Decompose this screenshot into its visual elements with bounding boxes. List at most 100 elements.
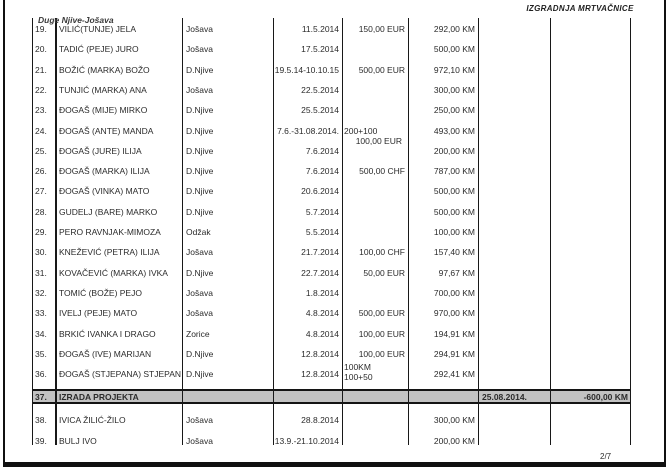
cell-foreign-amount <box>342 106 408 125</box>
cell-amount2 <box>550 416 631 435</box>
cell-foreign-amount: 150,00 EUR <box>358 24 405 34</box>
cell-amount2 <box>550 127 631 146</box>
cell-date2 <box>478 66 550 85</box>
cell-place: Jošava <box>186 44 213 54</box>
cell-date: 4.8.2014 <box>305 308 339 318</box>
cell-place: Jošava <box>186 415 213 425</box>
cell-row-number: 33. <box>35 308 47 318</box>
cell-name: ĐOGAŠ (JURE) ILIJA <box>59 146 142 156</box>
cell-row-number: 39. <box>35 436 47 446</box>
cell-place: D.Njive <box>186 166 214 176</box>
table-column-line <box>32 18 33 445</box>
cell-foreign-amount <box>342 416 408 435</box>
table-row: 26. ĐOGAŠ (MARKA) ILIJA D.Njive 7.6.2014 500… <box>32 166 631 186</box>
cell-foreign-amount <box>342 228 408 247</box>
cell-date2 <box>478 309 550 328</box>
cell-name: ĐOGAŠ (STJEPANA) STJEPAN <box>59 369 182 379</box>
cell-name: TUNJIĆ (MARKA) ANA <box>59 85 147 95</box>
cell-date2 <box>478 350 550 369</box>
cell-place: Jošava <box>186 24 213 34</box>
table-row: 29. PERO RAVNJAK-MIMOZA Odžak 5.5.2014 100,0… <box>32 227 631 247</box>
table-row: 30. KNEŽEVIĆ (PETRA) ILIJA Jošava 21.7.2014… <box>32 247 631 267</box>
cell-place: D.Njive <box>186 105 214 115</box>
cell-date2 <box>478 106 550 125</box>
cell-amount2 <box>550 350 631 369</box>
table-column-line <box>273 18 274 445</box>
cell-amount2 <box>550 66 631 85</box>
cell-place: D.Njive <box>186 146 214 156</box>
table-row: 24. ĐOGAŠ (ANTE) MANDA D.Njive 7.6.-31.08.2… <box>32 126 631 146</box>
cell-amount2 <box>550 106 631 125</box>
cell-date2 <box>478 330 550 349</box>
cell-foreign-amount <box>342 147 408 166</box>
cell-date2 <box>478 437 550 456</box>
foreign-amount-line: 100,00 EUR <box>355 135 402 146</box>
cell-amount2 <box>550 437 631 456</box>
cell-place: D.Njive <box>186 186 214 196</box>
table-row: 20. TADIĆ (PEJE) JURO Jošava 17.5.2014 500,0… <box>32 44 631 64</box>
cell-foreign-amount <box>342 391 408 403</box>
page-border-bottom <box>3 462 666 467</box>
table-row: 21. BOŽIĆ (MARKA) BOŽO D.Njive 19.5.14-10.1… <box>32 65 631 85</box>
cell-amount-km: 200,00 KM <box>433 436 475 446</box>
payments-table: 19. VILIĆ(TUNJE) JELA Jošava 11.5.2014 150,0… <box>32 18 631 446</box>
cell-name: KNEŽEVIĆ (PETRA) ILIJA <box>59 247 160 257</box>
cell-row-number: 32. <box>35 288 47 298</box>
cell-name: PERO RAVNJAK-MIMOZA <box>59 227 161 237</box>
cell-row-number: 35. <box>35 349 47 359</box>
cell-row-number: 27. <box>35 186 47 196</box>
cell-row-number: 19. <box>35 24 47 34</box>
cell-amount2 <box>550 86 631 105</box>
cell-amount-km <box>408 391 478 403</box>
cell-date2 <box>478 127 550 146</box>
cell-amount-km: 97,67 KM <box>438 268 475 278</box>
cell-date: 1.8.2014 <box>305 288 339 298</box>
cell-foreign-amount: 500,00 EUR <box>358 308 405 318</box>
cell-row-number: 38. <box>35 415 47 425</box>
cell-row-number: 25. <box>35 146 47 156</box>
cell-name: ĐOGAŠ (VINKA) MATO <box>59 186 150 196</box>
cell-date: 13.9.-21.10.2014 <box>274 436 339 446</box>
table-column-line <box>478 18 479 445</box>
cell-date: 5.5.2014 <box>305 227 339 237</box>
cell-amount-km: 250,00 KM <box>433 105 475 115</box>
cell-name: BOŽIĆ (MARKA) BOŽO <box>59 65 150 75</box>
cell-date: 25.5.2014 <box>301 105 339 115</box>
cell-foreign-amount <box>342 187 408 206</box>
cell-date2 <box>478 248 550 267</box>
cell-row-number: 22. <box>35 85 47 95</box>
cell-place: D.Njive <box>186 126 214 136</box>
cell-place: Zorice <box>186 329 210 339</box>
cell-amount-km: 194,91 KM <box>433 329 475 339</box>
cell-row-number: 30. <box>35 247 47 257</box>
handwritten-overlay-note: Duge Njive-Jošava <box>38 15 114 25</box>
cell-amount-km: 100,00 KM <box>433 227 475 237</box>
cell-date: 22.5.2014 <box>301 85 339 95</box>
cell-place: D.Njive <box>186 207 214 217</box>
cell-date: 28.8.2014 <box>301 415 339 425</box>
cell-amount-km: 292,00 KM <box>433 24 475 34</box>
cell-name: KOVAČEVIĆ (MARKA) IVKA <box>59 268 168 278</box>
cell-place: Jošava <box>186 247 213 257</box>
cell-date2 <box>478 167 550 186</box>
cell-date: 11.5.2014 <box>301 24 339 34</box>
table-column-line <box>550 18 551 445</box>
cell-amount2 <box>550 208 631 227</box>
cell-amount-km: 157,40 KM <box>433 247 475 257</box>
cell-amount2 <box>550 248 631 267</box>
cell-amount2 <box>550 147 631 166</box>
table-column-line <box>342 18 343 445</box>
cell-row-number: 34. <box>35 329 47 339</box>
page-border-right <box>664 0 666 467</box>
cell-foreign-amount <box>342 208 408 227</box>
table-row: 36. ĐOGAŠ (STJEPANA) STJEPAN D.Njive 12.8.2… <box>32 362 631 389</box>
cell-name: GUDELJ (BARE) MARKO <box>59 207 158 217</box>
table-row: 32. TOMIĆ (BOŽE) PEJO Jošava 1.8.2014 700,00… <box>32 288 631 308</box>
foreign-amount-line: 100+50 <box>344 371 373 382</box>
cell-amount-km: 787,00 KM <box>433 166 475 176</box>
cell-name: IVICA ŽILIĆ-ŽILO <box>59 415 126 425</box>
cell-place: Jošava <box>186 288 213 298</box>
cell-amount2 <box>550 370 631 389</box>
cell-amount-km: 500,00 KM <box>433 186 475 196</box>
document-title: IZGRADNJA MRTVAČNICE <box>526 4 634 13</box>
